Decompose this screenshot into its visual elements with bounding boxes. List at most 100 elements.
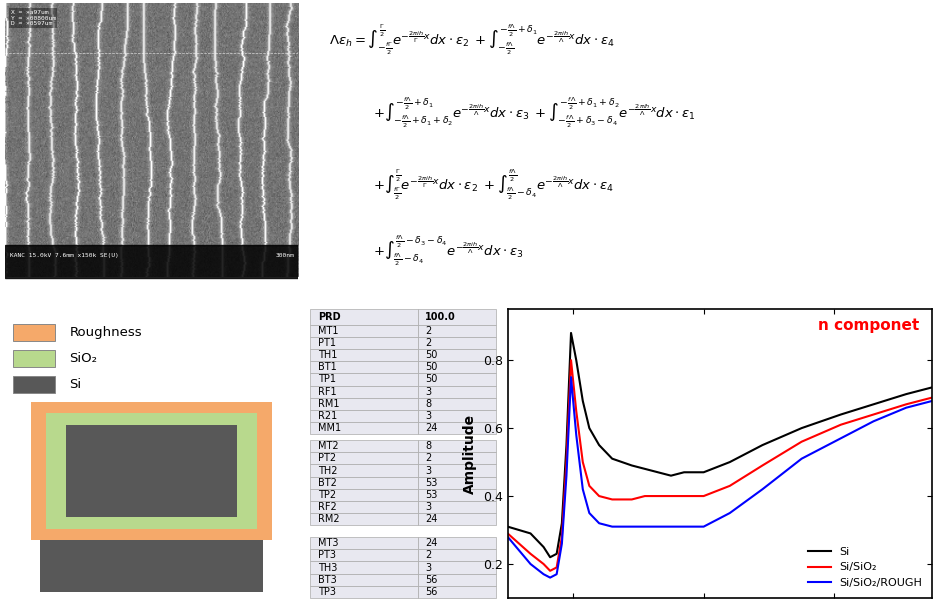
- Text: PRD: PRD: [317, 312, 340, 322]
- Bar: [40, 540, 263, 592]
- Bar: [310, 309, 417, 325]
- Si: [665, 472, 676, 479]
- Si: [651, 469, 663, 476]
- Bar: [417, 573, 495, 586]
- Bar: [417, 422, 495, 435]
- Si/SiO₂/ROUGH: [606, 523, 617, 530]
- Si/SiO₂/ROUGH: [592, 520, 604, 527]
- Si: [899, 391, 911, 398]
- Si/SiO₂/ROUGH: [867, 418, 878, 425]
- Si/SiO₂: [638, 492, 650, 499]
- Text: $+\int_{\frac{f\Gamma}{2}}^{\frac{\Gamma}{2}} e^{-\frac{2\pi ih}{\Gamma}x} dx\cd: $+\int_{\frac{f\Gamma}{2}}^{\frac{\Gamma…: [373, 168, 612, 202]
- Text: MT1: MT1: [317, 326, 338, 336]
- Text: RM2: RM2: [317, 514, 339, 524]
- Bar: [13, 376, 54, 393]
- Si/SiO₂/ROUGH: [524, 560, 535, 567]
- Text: BT2: BT2: [317, 478, 336, 488]
- Text: 100.0: 100.0: [425, 312, 456, 322]
- Bar: [310, 586, 417, 598]
- Bar: [310, 501, 417, 513]
- Si: [592, 442, 604, 449]
- Bar: [310, 349, 417, 361]
- Text: 3: 3: [425, 563, 431, 573]
- Si: [583, 424, 594, 432]
- Text: $+\int_{\frac{f\Lambda}{2}-\delta_4}^{\frac{f\Lambda}{2}-\delta_3-\delta_4} e^{-: $+\int_{\frac{f\Lambda}{2}-\delta_4}^{\f…: [373, 234, 522, 268]
- Text: TH2: TH2: [317, 466, 337, 475]
- Text: R21: R21: [317, 411, 337, 421]
- Si: [564, 329, 576, 337]
- Si: [556, 520, 567, 527]
- Si/SiO₂: [665, 492, 676, 499]
- Bar: [310, 410, 417, 422]
- Text: MM1: MM1: [317, 423, 341, 433]
- Si/SiO₂/ROUGH: [556, 540, 567, 548]
- Text: 3: 3: [425, 411, 431, 421]
- Bar: [417, 309, 495, 325]
- Bar: [13, 350, 54, 367]
- Bar: [417, 501, 495, 513]
- Bar: [310, 440, 417, 453]
- Si/SiO₂/ROUGH: [564, 373, 576, 380]
- Bar: [417, 337, 495, 349]
- Si/SiO₂/ROUGH: [550, 570, 562, 578]
- Si/SiO₂: [570, 407, 581, 415]
- Bar: [417, 373, 495, 386]
- Text: TP1: TP1: [317, 374, 335, 385]
- Si: [796, 424, 807, 432]
- Si/SiO₂: [678, 492, 689, 499]
- Bar: [417, 398, 495, 410]
- Text: MT2: MT2: [317, 441, 338, 451]
- Si/SiO₂/ROUGH: [796, 455, 807, 462]
- Si: [697, 469, 709, 476]
- Bar: [417, 537, 495, 549]
- Si: [502, 523, 513, 530]
- Bar: [310, 361, 417, 373]
- Text: 24: 24: [425, 423, 437, 433]
- Si/SiO₂/ROUGH: [899, 404, 911, 411]
- Text: RM1: RM1: [317, 399, 339, 409]
- Text: n componet: n componet: [817, 318, 918, 333]
- Si/SiO₂/ROUGH: [697, 523, 709, 530]
- Line: Si: Si: [507, 333, 931, 557]
- Si/SiO₂: [651, 492, 663, 499]
- Legend: Si, Si/SiO₂, Si/SiO₂/ROUGH: Si, Si/SiO₂, Si/SiO₂/ROUGH: [803, 543, 926, 593]
- Bar: [310, 537, 417, 549]
- Si: [524, 530, 535, 537]
- Si/SiO₂: [550, 564, 562, 571]
- Text: $\Lambda\varepsilon_h = \int_{-\frac{f\Gamma}{2}}^{\frac{\Gamma}{2}} e^{-\frac{2: $\Lambda\varepsilon_h = \int_{-\frac{f\G…: [329, 23, 614, 58]
- Si: [867, 401, 878, 408]
- Text: $+\int_{-\frac{f\Lambda}{2}+\delta_1+\delta_2}^{-\frac{f\Lambda}{2}+\delta_1} e^: $+\int_{-\frac{f\Lambda}{2}+\delta_1+\de…: [373, 96, 695, 130]
- Si/SiO₂: [899, 401, 911, 408]
- Text: 56: 56: [425, 587, 437, 597]
- Bar: [417, 325, 495, 337]
- Si/SiO₂/ROUGH: [724, 510, 735, 517]
- Text: 56: 56: [425, 575, 437, 585]
- Text: 300nm: 300nm: [275, 254, 294, 258]
- Bar: [31, 401, 271, 540]
- Bar: [417, 410, 495, 422]
- Bar: [417, 440, 495, 453]
- Si/SiO₂: [537, 560, 548, 567]
- Text: X = ×a97um
Y = ×00800um
D = ×0597um: X = ×a97um Y = ×00800um D = ×0597um: [11, 10, 56, 26]
- Si: [834, 411, 845, 418]
- Si/SiO₂/ROUGH: [577, 486, 588, 493]
- Si/SiO₂: [867, 411, 878, 418]
- Si: [537, 543, 548, 551]
- Text: PT1: PT1: [317, 338, 335, 348]
- Text: Si: Si: [69, 378, 81, 391]
- Text: TP2: TP2: [317, 490, 336, 500]
- Y-axis label: Amplitude: Amplitude: [462, 413, 476, 493]
- Bar: [310, 398, 417, 410]
- Bar: [417, 386, 495, 398]
- Text: PT3: PT3: [317, 551, 335, 560]
- Text: 8: 8: [425, 441, 431, 451]
- Si: [577, 397, 588, 404]
- Si/SiO₂: [556, 533, 567, 540]
- Bar: [310, 549, 417, 561]
- Bar: [417, 513, 495, 525]
- Bar: [310, 477, 417, 489]
- Bar: [310, 337, 417, 349]
- Si/SiO₂/ROUGH: [756, 486, 768, 493]
- Si/SiO₂/ROUGH: [544, 574, 555, 581]
- Si/SiO₂: [834, 421, 845, 429]
